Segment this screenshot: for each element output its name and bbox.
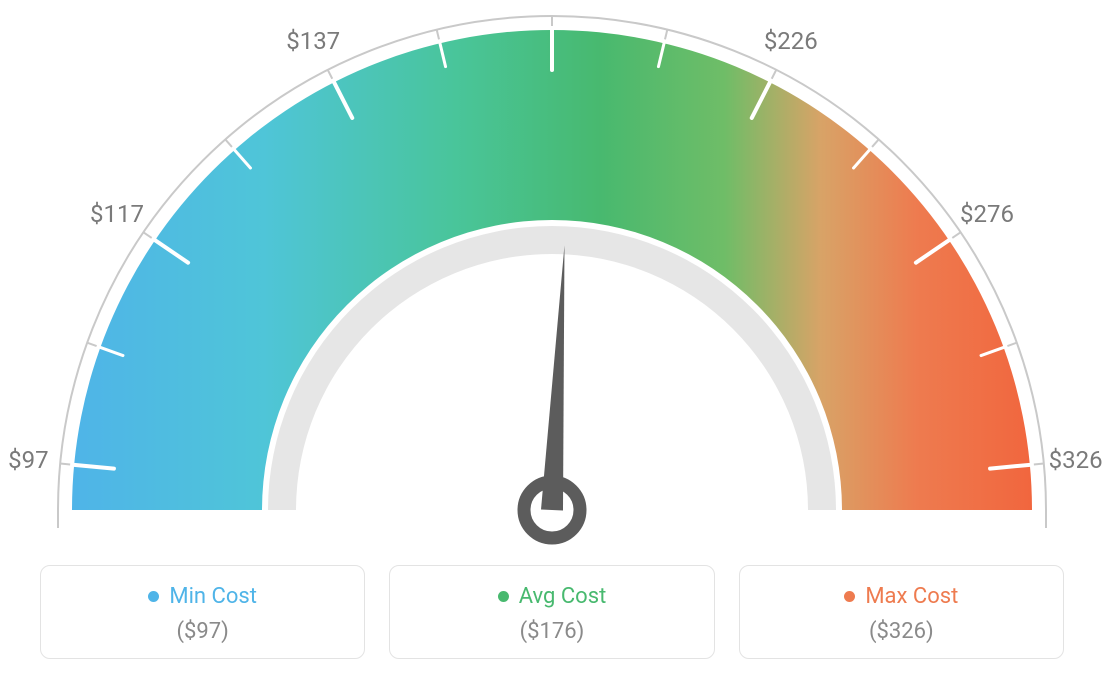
legend-value-min: ($97) bbox=[51, 619, 354, 644]
gauge-tick-label: $137 bbox=[286, 27, 340, 55]
legend-card-min: Min Cost ($97) bbox=[40, 565, 365, 659]
legend-label-min: Min Cost bbox=[169, 584, 257, 609]
legend-label-avg: Avg Cost bbox=[519, 584, 607, 609]
gauge-svg bbox=[0, 0, 1104, 555]
gauge-tick-label: $117 bbox=[90, 200, 144, 228]
gauge-tick-label: $276 bbox=[960, 200, 1014, 228]
legend-dot-avg bbox=[498, 591, 509, 602]
legend-value-avg: ($176) bbox=[400, 619, 703, 644]
gauge-chart: $97$117$137$176$226$276$326 bbox=[0, 0, 1104, 555]
legend-value-max: ($326) bbox=[750, 619, 1053, 644]
legend-dot-min bbox=[148, 591, 159, 602]
gauge-tick-label: $326 bbox=[1049, 446, 1103, 474]
gauge-tick-label: $226 bbox=[764, 27, 818, 55]
legend-dot-max bbox=[844, 591, 855, 602]
gauge-tick-label: $97 bbox=[8, 446, 48, 474]
legend-row: Min Cost ($97) Avg Cost ($176) Max Cost … bbox=[0, 565, 1104, 659]
legend-title-max: Max Cost bbox=[844, 584, 958, 609]
legend-title-avg: Avg Cost bbox=[498, 584, 607, 609]
legend-label-max: Max Cost bbox=[865, 584, 958, 609]
legend-title-min: Min Cost bbox=[148, 584, 257, 609]
legend-card-avg: Avg Cost ($176) bbox=[389, 565, 714, 659]
legend-card-max: Max Cost ($326) bbox=[739, 565, 1064, 659]
